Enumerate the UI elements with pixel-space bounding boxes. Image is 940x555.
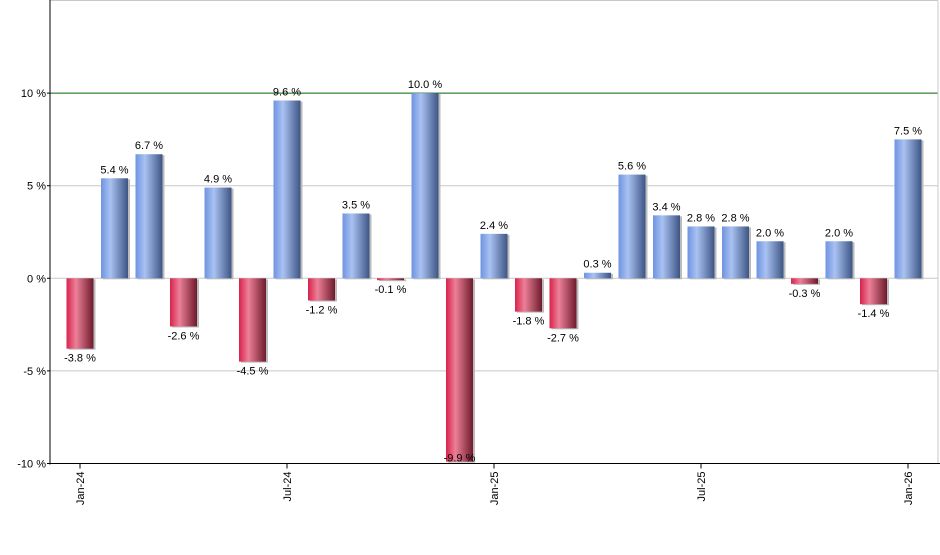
- bar: [66, 278, 94, 349]
- bar: [170, 278, 197, 327]
- bar: [411, 93, 439, 279]
- x-tick-label: Jul-25: [696, 472, 708, 502]
- bar: [273, 100, 301, 279]
- x-tick-label: Jan-25: [489, 472, 501, 506]
- data-label: 0.3 %: [583, 259, 611, 271]
- bar: [825, 241, 853, 279]
- bar: [584, 272, 611, 279]
- x-tick-label: Jan-24: [75, 472, 87, 506]
- data-label: 2.0 %: [825, 227, 853, 239]
- bar: [101, 178, 128, 279]
- data-label: -2.7 %: [547, 332, 579, 344]
- data-label: 3.4 %: [652, 201, 680, 213]
- bar: [239, 278, 266, 362]
- bar: [860, 278, 887, 305]
- bar: [515, 278, 542, 312]
- data-label: 9.6 %: [273, 87, 301, 99]
- bar: [756, 241, 784, 279]
- bar: [618, 174, 646, 279]
- data-label: 7.5 %: [894, 125, 922, 137]
- data-label: 10.0 %: [408, 79, 442, 91]
- data-label: -2.6 %: [168, 330, 200, 342]
- y-tick-label: -10 %: [17, 459, 46, 471]
- y-tick-label: -5 %: [23, 366, 46, 378]
- data-label: 5.6 %: [618, 161, 646, 173]
- data-label: 5.4 %: [100, 164, 128, 176]
- data-label: -0.1 %: [375, 284, 407, 296]
- data-label: 3.5 %: [342, 199, 370, 211]
- bar: [894, 139, 922, 279]
- bar: [204, 187, 232, 279]
- data-label: -9.9 %: [444, 453, 476, 465]
- bar: [377, 278, 404, 281]
- bar: [480, 233, 508, 279]
- bar: [687, 226, 715, 279]
- data-label: 4.9 %: [204, 174, 232, 186]
- data-label: 2.4 %: [480, 220, 508, 232]
- bar: [342, 213, 370, 279]
- y-tick-label: 5 %: [27, 181, 46, 193]
- data-label: 6.7 %: [135, 140, 163, 152]
- data-label: -1.4 %: [858, 308, 890, 320]
- bar-shadow: [379, 279, 406, 282]
- bar: [135, 154, 163, 279]
- x-tick-label: Jul-24: [282, 472, 294, 502]
- bar: [549, 278, 577, 329]
- bar: [446, 278, 473, 462]
- data-label: 2.8 %: [721, 212, 749, 224]
- data-label: 2.8 %: [687, 212, 715, 224]
- x-tick-label: Jan-26: [903, 472, 915, 506]
- data-label: -3.8 %: [64, 353, 96, 365]
- bar: [791, 278, 818, 284]
- y-tick-label: 0 %: [27, 273, 46, 285]
- bar: [722, 226, 749, 279]
- data-label: -4.5 %: [237, 366, 269, 378]
- data-label: -0.3 %: [789, 288, 821, 300]
- data-label: -1.2 %: [306, 305, 338, 317]
- data-label: -1.8 %: [513, 316, 545, 328]
- data-label: 2.0 %: [756, 227, 784, 239]
- y-tick-label: 10 %: [21, 88, 46, 100]
- bar: [308, 278, 335, 301]
- bar: [653, 215, 680, 279]
